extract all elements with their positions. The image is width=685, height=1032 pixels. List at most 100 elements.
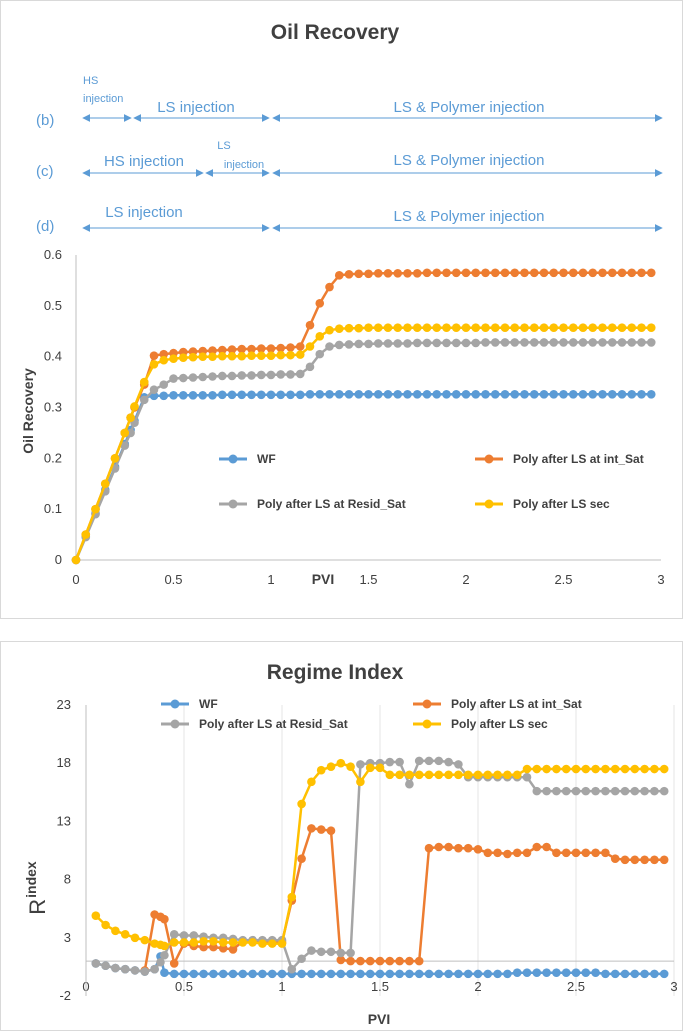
data-point — [646, 338, 656, 347]
axis-ticks: 0 0.1 0.2 0.3 0.4 0.5 0.6 0 0.5 1 1.5 2 2.5 3 — [44, 247, 665, 587]
data-point — [256, 390, 266, 400]
data-point — [617, 268, 627, 278]
data-point — [276, 350, 286, 360]
data-point — [307, 777, 316, 787]
regime-index-chart: Regime Index Rindex PVI -23813182300.511… — [23, 661, 678, 1027]
data-point — [512, 848, 522, 858]
data-point — [179, 938, 189, 947]
data-point — [316, 947, 326, 957]
data-point — [189, 931, 199, 940]
data-point — [598, 323, 607, 332]
data-point — [346, 956, 355, 966]
data-point — [646, 268, 656, 278]
data-point — [637, 268, 646, 278]
x-tick-label: 1 — [267, 572, 274, 587]
data-point — [405, 779, 414, 789]
data-point — [481, 323, 490, 332]
plot-area — [91, 756, 669, 979]
data-point — [481, 389, 490, 399]
data-point — [532, 842, 542, 852]
data-point — [266, 390, 276, 400]
legend-marker-poly-resid — [228, 499, 238, 509]
data-point — [552, 764, 561, 774]
x-tick-label: 0 — [72, 572, 79, 587]
data-point — [414, 969, 424, 979]
data-point — [198, 372, 208, 382]
data-point — [208, 352, 217, 361]
data-point — [405, 969, 414, 979]
data-point — [217, 345, 227, 355]
data-point — [432, 268, 442, 278]
data-point — [354, 339, 364, 349]
data-point — [434, 969, 444, 979]
legend-marker-poly-sec — [484, 499, 494, 509]
data-point — [442, 338, 451, 348]
data-point — [248, 969, 257, 979]
data-point — [529, 323, 539, 332]
y-tick-label: 0.1 — [44, 501, 62, 516]
data-point — [326, 969, 336, 979]
data-point — [481, 268, 490, 278]
data-point — [169, 391, 178, 400]
data-point — [630, 855, 640, 865]
data-point — [179, 931, 189, 940]
data-point — [315, 298, 325, 308]
data-point — [434, 770, 444, 780]
data-point — [159, 380, 169, 389]
data-point — [412, 338, 422, 348]
data-point — [454, 770, 463, 780]
data-point — [130, 966, 140, 975]
phase-b-lsp: LS & Polymer injection — [394, 99, 545, 116]
y-axis-label-sub: index — [23, 861, 39, 898]
data-point — [490, 338, 500, 347]
data-point — [581, 764, 591, 774]
data-point — [336, 969, 346, 979]
data-point — [542, 786, 551, 796]
data-point — [305, 320, 315, 330]
chart-title: Regime Index — [267, 661, 404, 684]
data-point — [512, 968, 522, 978]
x-axis-label: PVI — [368, 1011, 391, 1027]
data-point — [287, 964, 297, 974]
data-point — [510, 338, 520, 347]
x-tick-label: 2 — [474, 979, 481, 994]
x-tick-label: 3 — [670, 979, 677, 994]
data-point — [247, 344, 256, 354]
data-point — [463, 843, 473, 853]
data-point — [549, 268, 559, 278]
data-point — [500, 323, 510, 332]
data-point — [559, 268, 568, 278]
data-point — [493, 969, 502, 979]
data-point — [373, 269, 383, 278]
data-point — [646, 389, 656, 399]
data-point — [444, 770, 453, 780]
data-point — [395, 956, 404, 966]
data-point — [237, 351, 247, 361]
data-point — [227, 390, 237, 400]
data-point — [490, 323, 500, 332]
data-point — [520, 338, 529, 347]
data-point — [393, 269, 403, 278]
data-point — [578, 323, 588, 332]
data-point — [422, 323, 432, 332]
data-point — [471, 268, 481, 278]
data-point — [356, 956, 365, 966]
data-point — [256, 370, 266, 380]
data-point — [276, 343, 286, 353]
y-axis-label: Oil Recovery — [20, 368, 36, 454]
data-point — [120, 441, 130, 450]
data-point — [510, 323, 520, 332]
data-point — [326, 826, 336, 836]
data-point — [198, 352, 208, 361]
data-point — [610, 764, 620, 774]
data-point — [414, 956, 424, 966]
y-tick-label: 0 — [55, 552, 62, 567]
data-point — [640, 855, 649, 865]
data-point — [188, 391, 198, 400]
phase-b-hs-line2: injection — [83, 93, 123, 105]
data-point — [334, 324, 344, 334]
data-point — [640, 786, 649, 796]
data-point — [316, 969, 326, 979]
data-point — [305, 362, 315, 372]
data-point — [490, 389, 500, 399]
